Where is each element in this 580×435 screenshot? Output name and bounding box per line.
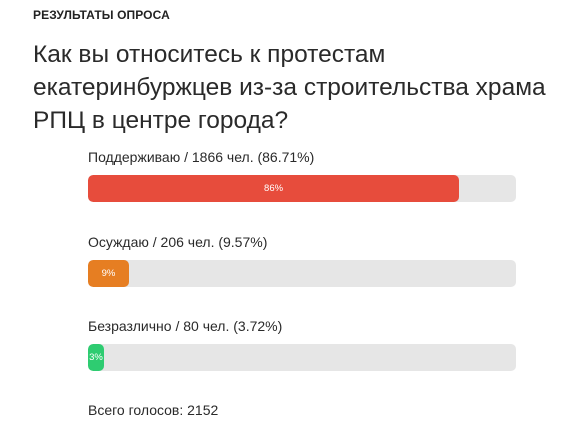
option-label: Безразлично / 80 чел. (3.72%) [88, 318, 283, 334]
result-bar-track: 86% [88, 175, 516, 202]
option-label: Осуждаю / 206 чел. (9.57%) [88, 234, 268, 250]
option-label: Поддерживаю / 1866 чел. (86.71%) [88, 149, 315, 165]
result-bar-percent: 3% [89, 352, 103, 363]
poll-question: Как вы относитесь к протестам екатеринбу… [33, 41, 546, 134]
result-bar-percent: 9% [101, 268, 116, 279]
result-bar-percent: 86% [264, 183, 284, 194]
result-bar-fill: 86% [88, 175, 460, 202]
result-bar-fill: 9% [88, 260, 129, 287]
result-bar-fill: 3% [88, 344, 104, 371]
poll-option-support: Поддерживаю / 1866 чел. (86.71%) 86% [88, 148, 518, 202]
poll-option-condemn: Осуждаю / 206 чел. (9.57%) 9% [88, 233, 518, 287]
poll-header-label: РЕЗУЛЬТАТЫ ОПРОСА [33, 8, 170, 22]
poll-option-indifferent: Безразлично / 80 чел. (3.72%) 3% [88, 317, 518, 371]
result-bar-track: 9% [88, 260, 516, 287]
total-votes: Всего голосов: 2152 [88, 402, 219, 418]
result-bar-track: 3% [88, 344, 516, 371]
